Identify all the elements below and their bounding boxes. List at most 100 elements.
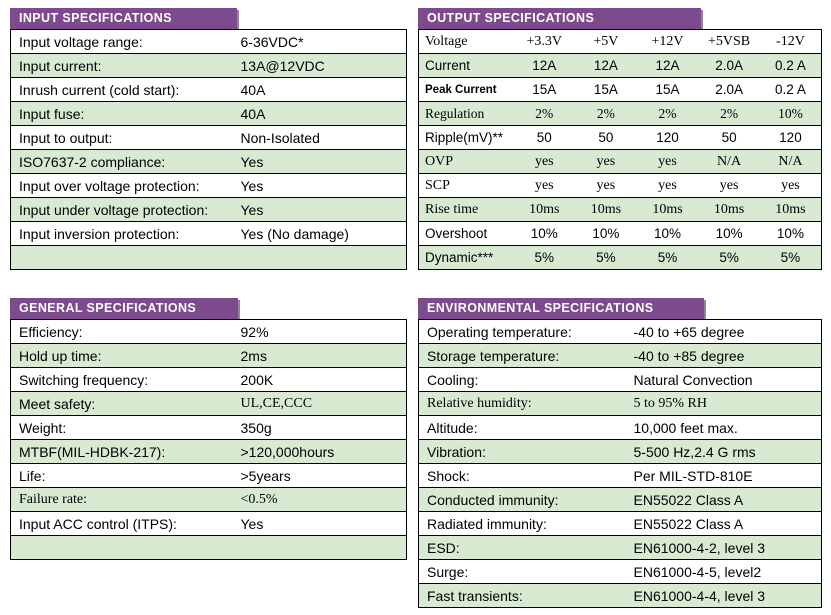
table-cell: N/A xyxy=(759,149,822,174)
input-specifications-table: Input voltage range: 6-36VDC* Input curren… xyxy=(10,29,407,270)
spec-label: Switching frequency: xyxy=(10,367,233,392)
table-cell: 2.0A xyxy=(698,77,760,102)
table-row: Conducted immunity: EN55022 Class A xyxy=(418,487,822,512)
table-cell: 5% xyxy=(636,245,699,270)
spec-label: Input under voltage protection: xyxy=(10,197,233,222)
spec-value: 40A xyxy=(232,101,407,126)
spec-label: Conducted immunity: xyxy=(418,487,626,512)
spec-label: Input ACC control (ITPS): xyxy=(10,511,233,536)
table-row: Current 12A 12A 12A 2.0A 0.2 A xyxy=(418,53,822,78)
section-title: ENVIRONMENTAL SPECIFICATIONS xyxy=(427,301,654,315)
table-row xyxy=(10,245,407,270)
table-row: Meet safety: UL,CE,CCC xyxy=(10,391,407,416)
table-cell: 2% xyxy=(636,101,699,126)
environmental-specifications-panel: ENVIRONMENTAL SPECIFICATIONS Operating t… xyxy=(418,298,822,608)
spec-value: 40A xyxy=(232,77,407,102)
table-row: Input inversion protection: Yes (No damag… xyxy=(10,221,407,246)
table-cell: 5% xyxy=(513,245,576,270)
table-row: SCP yes yes yes yes yes xyxy=(418,173,822,198)
general-specifications-table: Efficiency: 92% Hold up time: 2ms Switching … xyxy=(10,319,407,560)
table-cell: Regulation xyxy=(418,101,514,126)
spec-value xyxy=(232,245,407,270)
spec-value: 5 to 95% RH xyxy=(625,391,822,416)
table-cell: 0.2 A xyxy=(759,53,822,78)
table-cell: 10ms xyxy=(698,197,760,222)
spec-label: Input inversion protection: xyxy=(10,221,233,246)
table-cell: yes xyxy=(636,149,699,174)
table-cell: 5% xyxy=(698,245,760,270)
environmental-specifications-header: ENVIRONMENTAL SPECIFICATIONS xyxy=(418,298,704,319)
table-cell: +5V xyxy=(575,29,637,54)
section-title: GENERAL SPECIFICATIONS xyxy=(19,301,197,315)
table-cell: yes xyxy=(636,173,699,198)
spec-value: 10,000 feet max. xyxy=(625,415,822,440)
table-row: Storage temperature: -40 to +85 degree xyxy=(418,343,822,368)
spec-value: 5-500 Hz,2.4 G rms xyxy=(625,439,822,464)
table-cell: Dynamic*** xyxy=(418,245,514,270)
spec-value: EN61000-4-5, level2 xyxy=(625,559,822,584)
table-row: OVP yes yes yes N/A N/A xyxy=(418,149,822,174)
spec-label: Life: xyxy=(10,463,233,488)
spec-label: MTBF(MIL-HDBK-217): xyxy=(10,439,233,464)
table-cell: 10% xyxy=(759,221,822,246)
spec-value: EN61000-4-2, level 3 xyxy=(625,535,822,560)
table-row: Relative humidity: 5 to 95% RH xyxy=(418,391,822,416)
table-row: Input voltage range: 6-36VDC* xyxy=(10,29,407,54)
spec-label: Fast transients: xyxy=(418,583,626,608)
table-cell: SCP xyxy=(418,173,514,198)
spec-value: Per MIL-STD-810E xyxy=(625,463,822,488)
table-row: Dynamic*** 5% 5% 5% 5% 5% xyxy=(418,245,822,270)
table-row: Efficiency: 92% xyxy=(10,319,407,344)
spec-label: Relative humidity: xyxy=(418,391,626,416)
spec-value: EN55022 Class A xyxy=(625,511,822,536)
table-cell: 12A xyxy=(636,53,699,78)
table-cell: yes xyxy=(513,149,576,174)
spec-label: Weight: xyxy=(10,415,233,440)
table-row xyxy=(10,535,407,560)
table-cell: Rise time xyxy=(418,197,514,222)
spec-value: EN55022 Class A xyxy=(625,487,822,512)
spec-value xyxy=(232,535,407,560)
table-row: Operating temperature: -40 to +65 degree xyxy=(418,319,822,344)
table-cell: 10ms xyxy=(759,197,822,222)
table-row: Altitude: 10,000 feet max. xyxy=(418,415,822,440)
table-row: Cooling: Natural Convection xyxy=(418,367,822,392)
table-cell: 10ms xyxy=(636,197,699,222)
spec-value: Yes xyxy=(232,173,407,198)
table-cell: Overshoot xyxy=(418,221,514,246)
spec-label: ISO7637-2 compliance: xyxy=(10,149,233,174)
general-specifications-panel: GENERAL SPECIFICATIONS Efficiency: 92% Hol… xyxy=(10,298,407,560)
spec-value: -40 to +65 degree xyxy=(625,319,822,344)
spec-value: Non-Isolated xyxy=(232,125,407,150)
spec-label: Hold up time: xyxy=(10,343,233,368)
spec-value: Yes xyxy=(232,511,407,536)
table-row: Radiated immunity: EN55022 Class A xyxy=(418,511,822,536)
table-cell: 15A xyxy=(636,77,699,102)
table-cell: 0.2 A xyxy=(759,77,822,102)
spec-value: Yes xyxy=(232,197,407,222)
spec-value: 92% xyxy=(232,319,407,344)
table-cell: 10% xyxy=(698,221,760,246)
table-cell: 5% xyxy=(759,245,822,270)
table-row: Switching frequency: 200K xyxy=(10,367,407,392)
spec-value: Natural Convection xyxy=(625,367,822,392)
spec-label: Radiated immunity: xyxy=(418,511,626,536)
table-row: Weight: 350g xyxy=(10,415,407,440)
spec-label: Input fuse: xyxy=(10,101,233,126)
table-row: Input under voltage protection: Yes xyxy=(10,197,407,222)
table-row: Failure rate: <0.5% xyxy=(10,487,407,512)
table-row: Fast transients: EN61000-4-4, level 3 xyxy=(418,583,822,608)
table-cell: 120 xyxy=(636,125,699,150)
table-cell: 12A xyxy=(575,53,637,78)
spec-label: Altitude: xyxy=(418,415,626,440)
table-cell: 15A xyxy=(513,77,576,102)
table-cell: 50 xyxy=(698,125,760,150)
table-row: Surge: EN61000-4-5, level2 xyxy=(418,559,822,584)
spec-value: Yes (No damage) xyxy=(232,221,407,246)
table-cell: OVP xyxy=(418,149,514,174)
table-cell: 10ms xyxy=(575,197,637,222)
table-cell: 2% xyxy=(698,101,760,126)
output-specifications-header: OUTPUT SPECIFICATIONS xyxy=(418,8,701,29)
table-row: Shock: Per MIL-STD-810E xyxy=(418,463,822,488)
